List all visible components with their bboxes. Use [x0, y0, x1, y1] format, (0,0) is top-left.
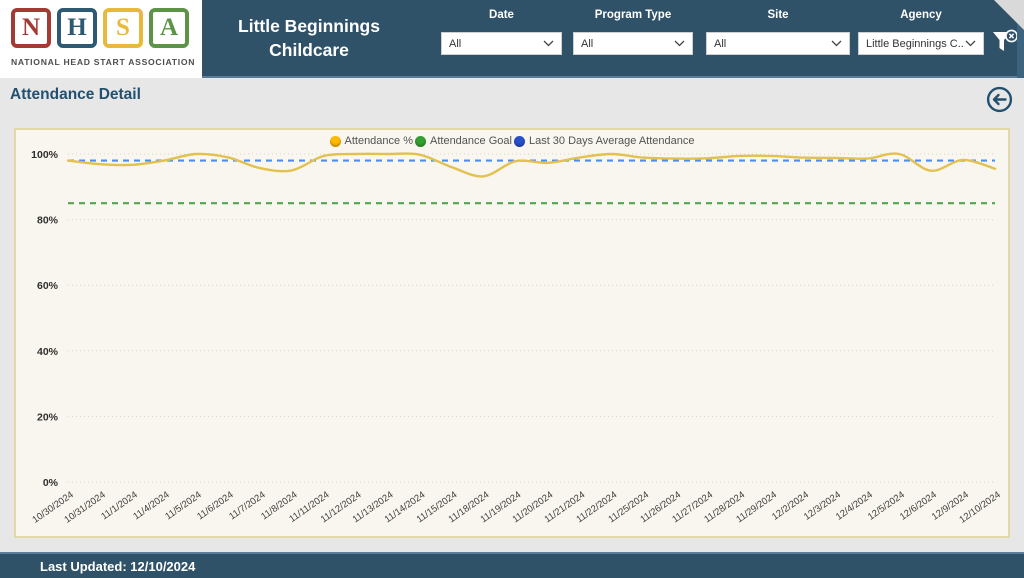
chevron-down-icon [674, 40, 685, 47]
svg-text:60%: 60% [37, 280, 59, 292]
svg-text:0%: 0% [43, 477, 59, 489]
agency-dropdown[interactable]: Little Beginnings C... [858, 32, 984, 55]
date-dropdown[interactable]: All [441, 32, 562, 55]
back-arrow-icon [986, 86, 1013, 113]
filter-date: Date All [441, 9, 562, 55]
legend-item-attendance[interactable]: Attendance % [329, 135, 414, 147]
agency-dropdown-value: Little Beginnings C... [866, 37, 965, 50]
filter-program-type: Program Type All [573, 9, 693, 55]
last-updated-text: Last Updated: 12/10/2024 [40, 558, 196, 574]
legend-label: Attendance Goal [430, 135, 512, 147]
site-dropdown-value: All [714, 37, 727, 50]
date-dropdown-value: All [449, 37, 462, 50]
filter-funnel-icon [993, 29, 1018, 51]
chart-legend: Attendance % Attendance Goal Last 30 Day… [16, 135, 1008, 147]
logo-block-a: A [149, 8, 189, 48]
logo-block-n: N [11, 8, 51, 48]
app-header: N H S A NATIONAL HEAD START ASSOCIATION … [0, 0, 1024, 78]
legend-item-goal[interactable]: Attendance Goal [415, 135, 512, 147]
clear-filters-button[interactable] [989, 27, 1019, 57]
program-type-dropdown-value: All [581, 37, 594, 50]
header-edge-highlight [1017, 0, 1024, 78]
chevron-down-icon [965, 40, 976, 47]
chevron-down-icon [543, 40, 554, 47]
back-button[interactable] [985, 85, 1014, 114]
legend-dot-attendance [329, 135, 341, 147]
svg-text:20%: 20% [37, 411, 59, 423]
filter-site-label: Site [767, 9, 789, 21]
svg-text:80%: 80% [37, 215, 59, 227]
attendance-chart-panel: Attendance % Attendance Goal Last 30 Day… [14, 128, 1010, 538]
legend-item-avg[interactable]: Last 30 Days Average Attendance [513, 135, 695, 147]
app-title: Little Beginnings Childcare [238, 16, 380, 60]
nhsa-logo: N H S A NATIONAL HEAD START ASSOCIATION [0, 0, 202, 78]
filter-agency: Agency Little Beginnings C... [858, 9, 984, 55]
logo-block-s: S [103, 8, 143, 48]
legend-label: Last 30 Days Average Attendance [528, 135, 695, 147]
site-dropdown[interactable]: All [706, 32, 850, 55]
nhsa-logo-blocks: N H S A [11, 8, 189, 48]
logo-caption: NATIONAL HEAD START ASSOCIATION [11, 57, 196, 67]
page-corner-fold [994, 0, 1024, 30]
svg-text:40%: 40% [37, 346, 59, 358]
svg-text:100%: 100% [31, 149, 59, 161]
program-type-dropdown[interactable]: All [573, 32, 693, 55]
logo-block-h: H [57, 8, 97, 48]
legend-dot-goal [415, 135, 426, 147]
chevron-down-icon [831, 40, 842, 47]
filter-program-type-label: Program Type [594, 9, 672, 21]
legend-label: Attendance % [344, 135, 414, 147]
legend-dot-avg [513, 135, 525, 147]
filter-site: Site All [706, 9, 850, 55]
status-bar: Last Updated: 12/10/2024 [0, 552, 1024, 578]
filter-agency-label: Agency [900, 9, 942, 21]
page-title: Attendance Detail [10, 86, 141, 103]
filter-date-label: Date [489, 9, 514, 21]
attendance-line-chart: 0%20%40%60%80%100%10/30/202410/31/202411… [30, 149, 1002, 526]
